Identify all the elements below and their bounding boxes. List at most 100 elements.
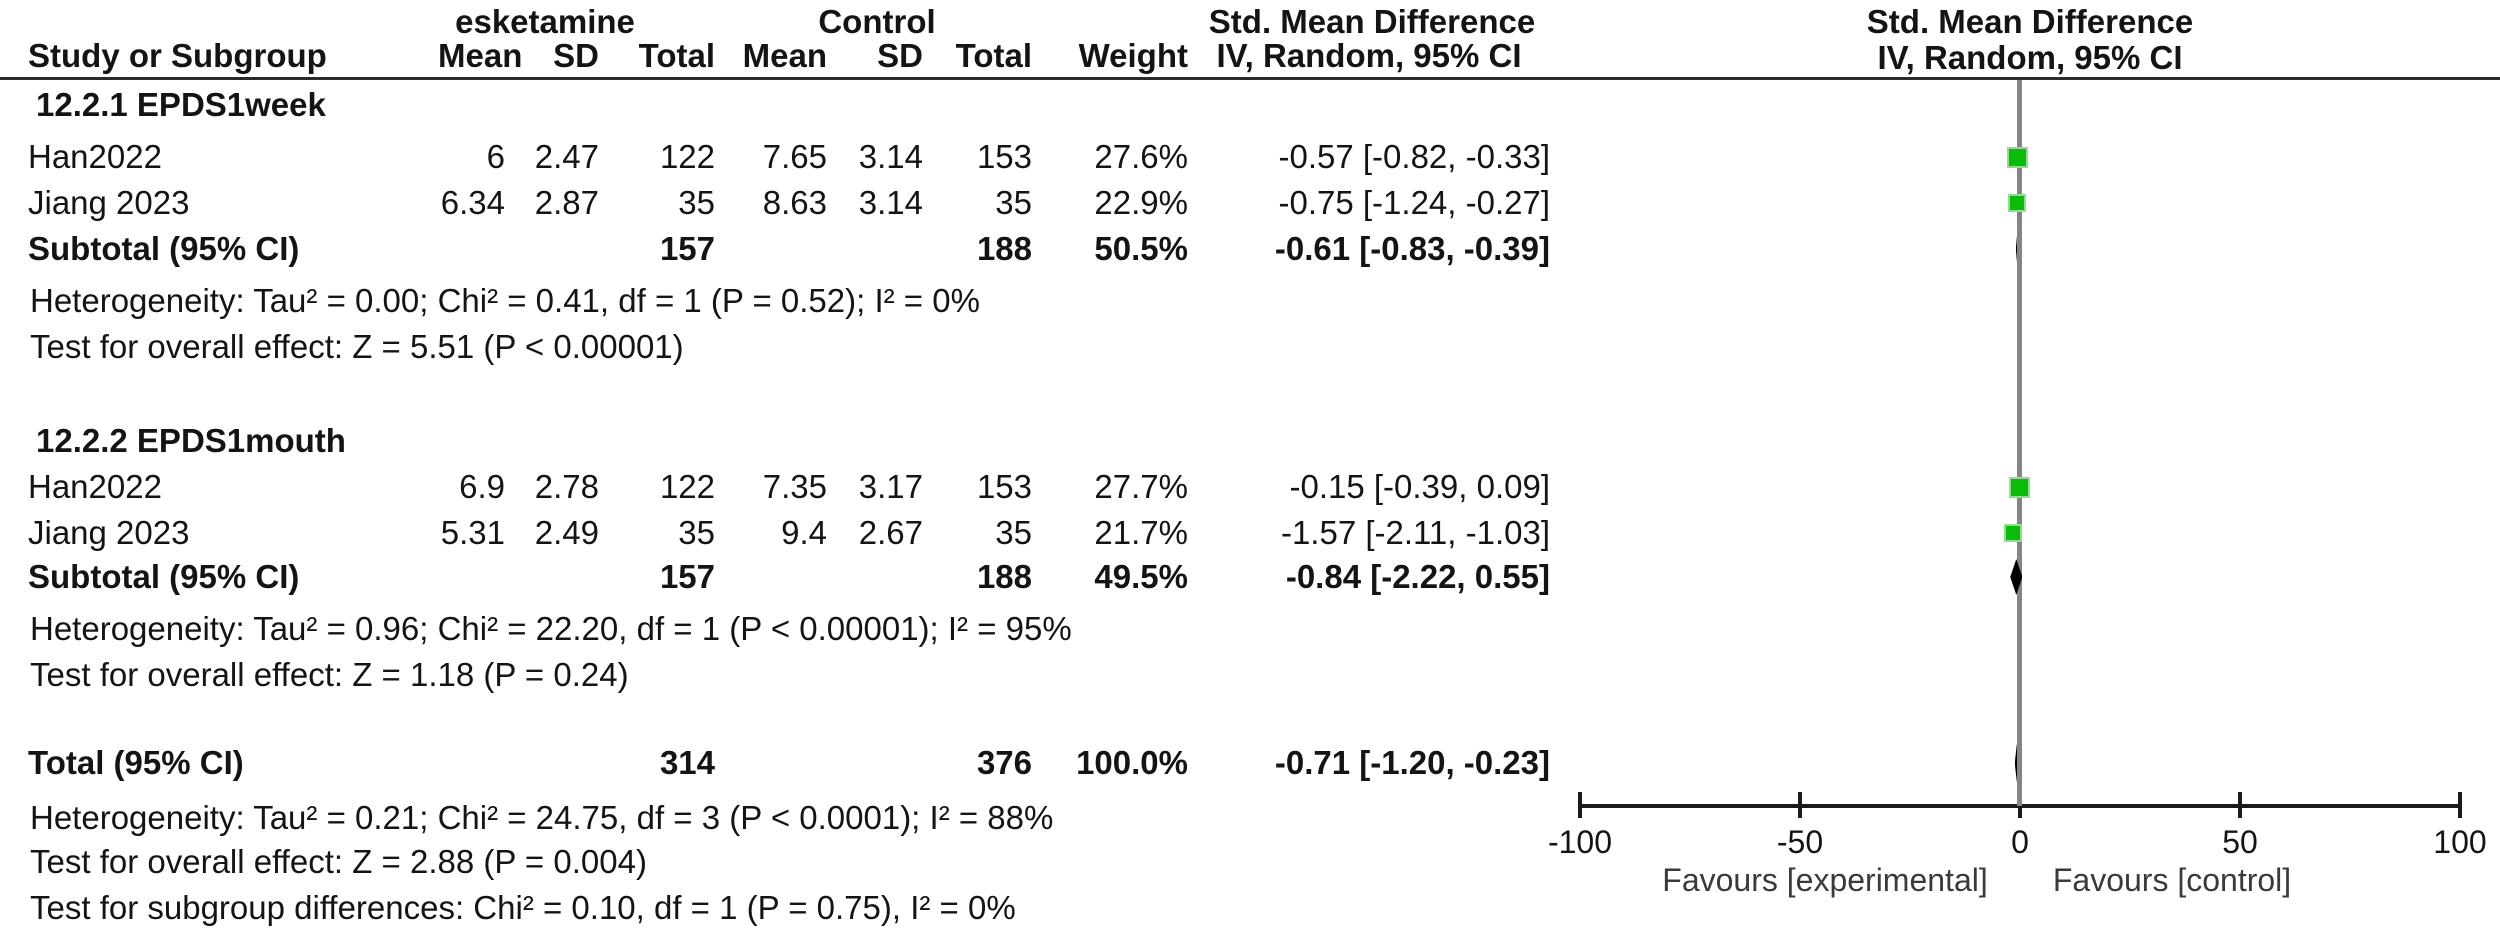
ci-cell: -0.15 [-0.39, 0.09] [1289,468,1550,505]
table-row: Han2022 6 2.47 122 7.65 3.14 153 27.6% -… [28,134,1550,180]
ci-cell: -1.57 [-2.11, -1.03] [1280,514,1550,551]
total2-cell: 188 [976,558,1032,595]
study-label: Jiang 2023 [28,514,190,551]
col-header-mean2: Mean [742,37,827,74]
subtotal-row: Subtotal (95% CI) 157 188 50.5% -0.61 [-… [28,226,1550,272]
axis-tick-label: 100 [2433,824,2487,860]
smd-table-header-line1: Std. Mean Difference [1208,3,1536,40]
subtotal-label: Subtotal (95% CI) [28,558,300,595]
ci-cell: -0.57 [-0.82, -0.33] [1278,138,1551,175]
col-header-weight: Weight [1078,37,1188,74]
total2-cell: 153 [976,468,1032,505]
subgroup-differences-text: Test for subgroup differences: Chi² = 0.… [30,889,1016,926]
axis-tick [2458,792,2462,818]
table-row: Han2022 6.9 2.78 122 7.35 3.17 153 27.7%… [28,464,1550,510]
study-label: Han2022 [28,138,162,175]
mean2-cell: 7.65 [762,138,827,175]
col-header-mean1: Mean [438,37,523,74]
column-header-row: Study or Subgroup Mean SD Total Mean SD … [28,33,1550,79]
mean1-cell: 5.31 [440,514,505,551]
sd1-cell: 2.87 [534,184,599,221]
overall-effect-text: Test for overall effect: Z = 2.88 (P = 0… [30,843,647,880]
mean1-cell [438,740,505,786]
mean2-cell: 8.63 [762,184,827,221]
subgroup-title: 12.2.1 EPDS1week [36,86,326,123]
weight-cell: 21.7% [1094,514,1188,551]
total2-cell: 35 [995,514,1032,551]
mean2-cell: 7.35 [762,468,827,505]
sd1-cell [505,226,599,272]
overall-effect-text: Test for overall effect: Z = 1.18 (P = 0… [30,656,629,693]
group-header-control: Control [818,3,936,40]
smd-plot-header-line1: Std. Mean Difference [1866,3,2194,40]
total1-cell: 35 [678,184,715,221]
col-header-study: Study or Subgroup [28,37,327,74]
total2-cell: 376 [976,744,1032,781]
mean2-cell: 9.4 [781,514,827,551]
sd2-cell [827,740,923,786]
total-label: Total (95% CI) [28,744,244,781]
study-point-square [2006,146,2028,168]
mean1-cell [438,226,505,272]
mean1-cell: 6.34 [440,184,505,221]
mean2-cell [715,226,827,272]
heterogeneity-text: Heterogeneity: Tau² = 0.00; Chi² = 0.41,… [30,282,980,319]
total2-cell: 188 [976,230,1032,267]
study-point-square [2008,476,2030,498]
mean1-cell [438,554,505,600]
axis-tick-label: 50 [2222,824,2258,860]
header-underline [0,77,2500,80]
sd1-cell: 2.78 [534,468,599,505]
x-axis [1578,804,2460,808]
study-label: Jiang 2023 [28,184,190,221]
col-header-total1: Total [638,37,715,74]
axis-tick-label: -100 [1547,824,1613,860]
axis-tick-label: -50 [1776,824,1824,860]
weight-cell: 100.0% [1076,744,1188,781]
ci-cell: -0.84 [-2.22, 0.55] [1285,558,1550,595]
ci-cell: -0.75 [-1.24, -0.27] [1278,184,1551,221]
study-point-square [2007,194,2026,212]
overall-effect-text: Test for overall effect: Z = 5.51 (P < 0… [30,328,684,365]
total1-cell: 314 [659,744,715,781]
sd1-cell: 2.47 [534,138,599,175]
sd1-cell [505,740,599,786]
col-header-sd1: SD [553,37,599,74]
sd2-cell [827,554,923,600]
col-header-total2: Total [955,37,1032,74]
weight-cell: 50.5% [1094,230,1188,267]
sd2-cell: 3.14 [858,138,923,175]
ci-cell: -0.61 [-0.83, -0.39] [1274,230,1550,267]
total1-cell: 157 [659,230,715,267]
weight-cell: 22.9% [1094,184,1188,221]
total-row: Total (95% CI) 314 376 100.0% -0.71 [-1.… [28,740,1550,786]
sd2-cell: 3.14 [858,184,923,221]
total2-cell: 35 [995,184,1032,221]
total2-cell: 153 [976,138,1032,175]
favours-control-label: Favours [control] [2052,862,2292,898]
heterogeneity-text: Heterogeneity: Tau² = 0.96; Chi² = 22.20… [30,610,1072,647]
col-header-sd2: SD [877,37,923,74]
table-row: Jiang 2023 6.34 2.87 35 8.63 3.14 35 22.… [28,180,1550,226]
heterogeneity-text: Heterogeneity: Tau² = 0.21; Chi² = 24.75… [30,799,1054,836]
weight-cell: 49.5% [1094,558,1188,595]
sd2-cell: 3.17 [858,468,923,505]
mean2-cell [715,554,827,600]
total1-cell: 35 [678,514,715,551]
study-point-square [2004,524,2023,542]
subgroup-title: 12.2.2 EPDS1mouth [36,422,346,459]
total1-cell: 122 [659,468,715,505]
subtotal-label: Subtotal (95% CI) [28,230,300,267]
mean2-cell [715,740,827,786]
mean1-cell: 6.9 [459,468,505,505]
ci-cell: -0.71 [-1.20, -0.23] [1274,744,1550,781]
group-header-esketamine: esketamine [455,3,635,40]
weight-cell: 27.6% [1094,138,1188,175]
mean1-cell: 6 [486,138,505,175]
smd-table-header-line2: IV, Random, 95% CI [1216,37,1522,74]
total1-cell: 122 [659,138,715,175]
study-label: Han2022 [28,468,162,505]
sd2-cell [827,226,923,272]
table-row: Jiang 2023 5.31 2.49 35 9.4 2.67 35 21.7… [28,510,1550,556]
